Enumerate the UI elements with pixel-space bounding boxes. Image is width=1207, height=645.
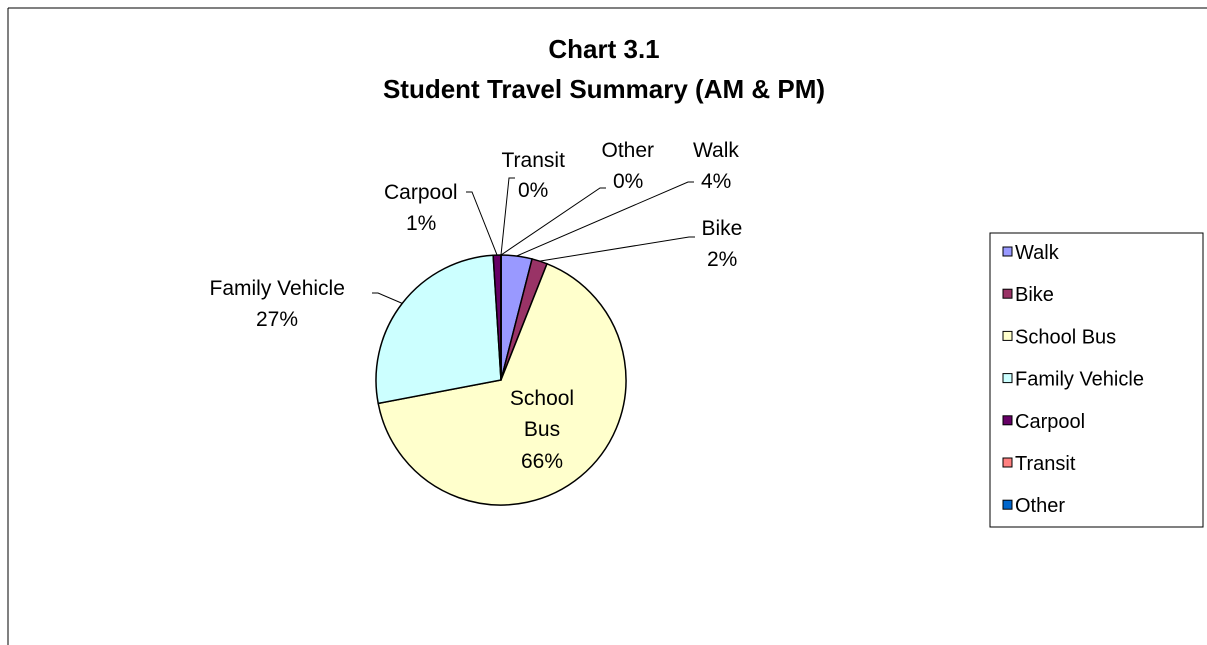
legend-swatch	[1002, 457, 1013, 468]
data-label-value: 66%	[521, 450, 564, 473]
data-label-value: 27%	[256, 308, 299, 331]
legend-swatch	[1002, 330, 1013, 341]
data-label-value: 0%	[518, 179, 549, 202]
leader-line	[500, 187, 606, 256]
data-label-name: Bike	[701, 217, 743, 240]
legend-label: Walk	[1015, 242, 1060, 264]
legend-label: School Bus	[1015, 326, 1116, 348]
pie-slice	[377, 262, 627, 506]
legend-label: Bike	[1015, 284, 1054, 306]
data-label-value: 4%	[701, 170, 732, 193]
legend-label: Other	[1015, 495, 1065, 517]
leader-line	[372, 292, 403, 304]
data-label-value: 1%	[406, 212, 437, 235]
legend-box	[989, 232, 1204, 528]
legend-swatch	[1002, 288, 1013, 299]
legend-swatch	[1002, 246, 1013, 257]
legend-swatch	[1002, 499, 1013, 510]
data-label-value: 2%	[707, 248, 738, 271]
chart-title: Chart 3.1	[548, 34, 659, 64]
data-label-name: Transit	[501, 149, 565, 172]
legend-swatch	[1002, 415, 1013, 426]
legend-label: Family Vehicle	[1015, 369, 1144, 391]
data-label-name: Carpool	[384, 181, 458, 204]
leader-line	[500, 177, 515, 256]
leader-line	[516, 181, 694, 257]
leader-line	[539, 236, 695, 262]
data-label-name: Walk	[693, 139, 739, 162]
data-label-name: Other	[601, 139, 655, 162]
legend-label: Transit	[1015, 453, 1076, 475]
data-label-name: School Bus	[509, 387, 575, 441]
data-label-value: 0%	[613, 170, 644, 193]
pie-slice	[375, 254, 502, 405]
leader-line	[466, 191, 498, 256]
legend-label: Carpool	[1015, 411, 1085, 433]
chart-subtitle: Student Travel Summary (AM & PM)	[383, 74, 825, 104]
data-label-name: Family Vehicle	[209, 277, 345, 300]
legend-swatch	[1002, 373, 1013, 384]
